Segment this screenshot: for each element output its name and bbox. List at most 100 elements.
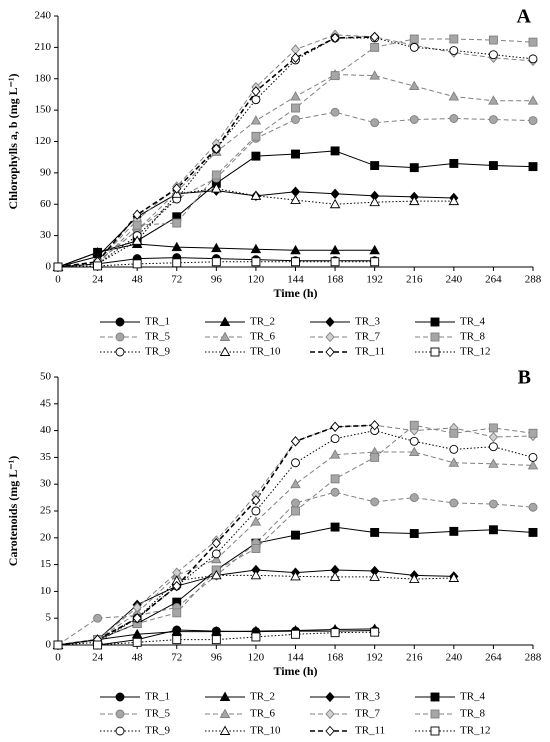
y-tick-label: 25 [40,505,52,517]
marker [409,115,419,124]
marker [290,244,301,255]
marker [115,317,125,327]
marker [115,726,125,736]
marker [291,506,300,516]
y-tick-label: 210 [35,41,52,53]
marker [290,52,301,64]
marker [370,118,380,128]
x-tick-label: 72 [171,274,182,286]
marker [211,537,221,549]
marker [219,316,231,326]
legend-label: TR_10 [250,346,281,358]
marker [488,35,498,45]
marker [211,183,222,193]
x-tick-label: 240 [446,652,463,664]
marker [172,258,182,268]
marker [528,527,538,537]
y-tick-label: 180 [35,72,52,84]
marker [251,506,261,516]
legend-label: TR_10 [250,725,281,737]
legend-label: TR_7 [355,331,381,343]
marker [330,71,340,81]
marker [329,571,341,581]
y-tick-label: 20 [40,531,52,543]
y-tick-label: 0 [46,261,52,273]
marker [290,436,301,447]
marker [93,613,103,623]
marker [325,691,335,703]
legend-label: TR_9 [145,725,171,737]
x-axis-label: Time (h) [273,664,317,678]
legend-label: TR_12 [460,346,491,358]
marker [330,188,340,199]
x-tick-label: 0 [55,274,61,286]
x-tick-label: 264 [485,274,502,286]
legend-label: TR_1 [145,316,170,328]
marker [449,34,459,44]
marker [430,317,440,327]
legend-label: TR_11 [355,725,385,737]
marker [330,257,340,267]
series-line [57,74,533,268]
y-axis-label: Carotenoids (mg L⁻¹) [6,456,20,566]
y-tick-label: 45 [40,397,52,409]
marker [53,640,63,650]
marker [449,114,459,123]
marker [528,452,538,462]
marker [449,444,459,454]
marker [290,44,301,55]
marker [528,37,538,47]
marker [370,527,380,537]
marker [330,146,340,156]
legend-label: TR_2 [250,691,275,703]
marker [528,502,538,512]
marker [211,549,221,559]
marker [291,115,300,124]
marker [488,442,498,452]
marker [409,493,419,503]
marker [251,131,261,141]
marker [449,46,459,55]
marker [251,632,261,642]
x-tick-label: 216 [406,652,423,664]
marker [211,170,221,180]
y-tick-label: 150 [35,104,52,116]
x-tick-label: 168 [327,652,344,664]
marker [488,50,498,60]
legend-label: TR_5 [145,708,171,720]
marker [115,347,125,357]
marker [370,627,380,637]
x-tick-label: 192 [366,652,383,664]
marker [291,257,300,267]
x-tick-label: 168 [327,274,344,286]
marker [430,692,440,702]
marker [409,163,419,173]
marker [325,708,335,720]
marker [370,257,380,267]
legend-label: TR_5 [145,331,171,343]
x-tick-label: 144 [287,274,304,286]
legend-label: TR_12 [460,725,491,737]
marker [330,421,340,433]
x-tick-label: 192 [366,274,383,286]
y-axis-label: Chlorophylls a, b (mg L⁻¹) [6,73,20,209]
marker [291,103,300,113]
marker [369,196,380,207]
y-tick-label: 35 [40,451,52,463]
y-tick-label: 40 [40,424,52,436]
y-tick-label: 15 [40,558,52,570]
legend-label: TR_3 [355,316,381,328]
marker [251,544,261,553]
legend-label: TR_9 [145,346,171,358]
marker [291,149,300,159]
marker [330,434,340,444]
marker [448,91,460,101]
marker [211,635,221,645]
y-tick-label: 120 [35,135,52,147]
marker [291,458,300,468]
marker [172,218,182,228]
marker [53,262,63,272]
marker [409,34,419,44]
x-tick-label: 120 [248,274,265,286]
